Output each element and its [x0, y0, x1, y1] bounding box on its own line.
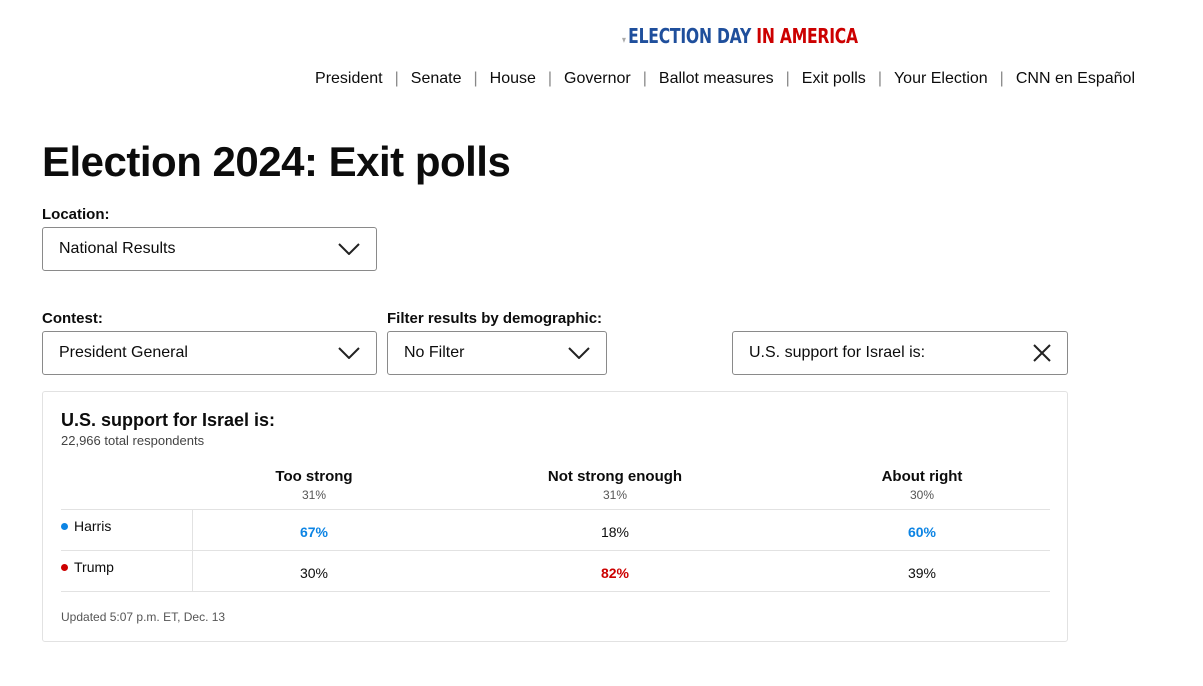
column-share: 31% [602, 488, 628, 502]
question-select[interactable]: U.S. support for Israel is: [732, 331, 1068, 375]
updated: Updated 5:07 p.m. ET, Dec. 13 [61, 610, 226, 624]
nav-link[interactable]: Governor [564, 70, 631, 87]
nav-link[interactable]: Your Election [893, 70, 988, 87]
separator: | [642, 70, 647, 87]
chevron [338, 347, 360, 359]
column-share: 31% [301, 488, 327, 502]
column-name: Too strong [275, 468, 353, 485]
select-value: President General [59, 344, 188, 361]
chevron [338, 243, 360, 255]
column-name: About right [881, 468, 963, 485]
nav-link[interactable]: Ballot measures [658, 70, 774, 87]
nav-link[interactable]: House [489, 70, 536, 87]
cell: 30% [299, 565, 329, 581]
candidate: Harris [74, 518, 112, 534]
select-value: National Results [59, 240, 176, 257]
logo-text: IN AMERICA [756, 24, 858, 48]
separator: | [877, 70, 882, 87]
nav-link[interactable]: Exit polls [801, 70, 866, 87]
legend-dot [61, 564, 68, 571]
row-name: Trump [61, 559, 114, 575]
label: Filter results by demographic: [387, 310, 603, 327]
respondents: 22,966 total respondents [61, 433, 205, 448]
cell: 82% [600, 565, 630, 581]
row-border [61, 550, 1050, 551]
separator: | [394, 70, 399, 87]
filter-select[interactable]: No Filter [387, 331, 607, 375]
separator: | [473, 70, 478, 87]
results-card: U.S. support for Israel is: 22,966 total… [42, 391, 1068, 642]
row-border [61, 591, 1050, 592]
label: Location: [42, 206, 110, 223]
cell: 67% [299, 524, 329, 540]
cell: 39% [907, 565, 937, 581]
row-border [61, 509, 1050, 510]
card-title: U.S. support for Israel is: [61, 410, 276, 430]
close-icon[interactable] [1033, 344, 1051, 362]
nav: President | Senate | House | Governor | Ballot m… [315, 70, 1135, 88]
separator: | [785, 70, 790, 87]
cell: 60% [907, 524, 937, 540]
separator: | [547, 70, 553, 87]
nav-link[interactable]: President [315, 70, 383, 87]
nav-link[interactable]: CNN en Español [1015, 70, 1135, 87]
column-share: 30% [909, 488, 935, 502]
cell: 18% [600, 524, 630, 540]
logo-text: ELECTION DAY [628, 24, 752, 48]
column-header: About right 30% [772, 468, 1072, 502]
location-select[interactable]: National Results [42, 227, 377, 271]
candidate: Trump [74, 559, 114, 575]
column-header: Not strong enough 31% [465, 468, 765, 502]
label: Contest: [42, 310, 103, 327]
contest-select[interactable]: President General [42, 331, 377, 375]
chevron [568, 347, 590, 359]
row-name: Harris [61, 518, 111, 534]
column-header: Too strong 31% [164, 468, 464, 502]
select-value: U.S. support for Israel is: [749, 344, 926, 361]
logo[interactable]: ▾ ELECTION DAY IN AMERICA [622, 24, 858, 48]
divider [192, 510, 193, 592]
legend-dot [61, 523, 68, 530]
page-title: Election 2024: Exit polls [42, 138, 511, 185]
separator: | [999, 70, 1004, 87]
select-value: No Filter [404, 344, 465, 361]
column-name: Not strong enough [547, 468, 683, 485]
nav-link[interactable]: Senate [410, 70, 462, 87]
